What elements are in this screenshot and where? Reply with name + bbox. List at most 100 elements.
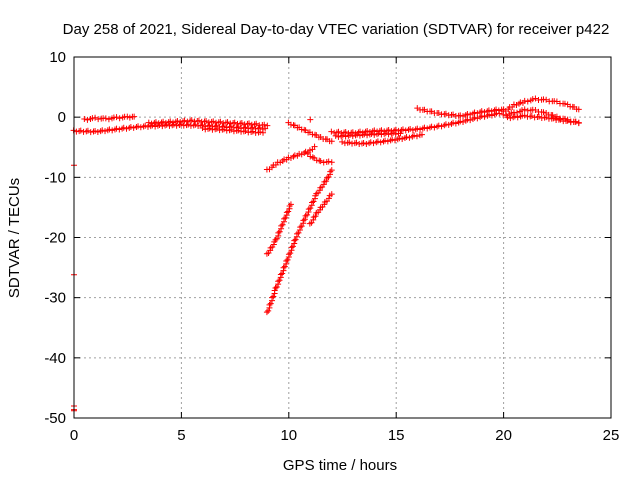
series-band_upper_early [81, 113, 138, 123]
data-point [272, 285, 279, 292]
data-point [543, 96, 550, 103]
data-point [346, 132, 353, 139]
data-point [220, 126, 227, 133]
data-point [417, 126, 424, 133]
data-point [145, 119, 152, 126]
x-tick-label: 25 [603, 427, 620, 444]
data-point [287, 154, 294, 161]
data-point [192, 121, 199, 128]
data-point [83, 128, 90, 135]
data-point [324, 174, 331, 181]
data-point [339, 132, 346, 139]
data-point [367, 139, 374, 146]
data-point [323, 178, 330, 185]
data-point [488, 108, 495, 115]
data-point [235, 127, 242, 134]
data-point [553, 98, 560, 105]
data-point [354, 131, 361, 138]
data-point [540, 109, 547, 116]
data-point [442, 121, 449, 128]
data-point [435, 122, 442, 129]
data-point [331, 129, 338, 136]
data-point [460, 113, 467, 120]
data-point [481, 109, 488, 116]
data-point [126, 114, 133, 121]
data-point [508, 109, 515, 116]
series-band_lower_early [199, 124, 267, 136]
data-point [144, 123, 151, 130]
data-point [536, 113, 542, 120]
series-track_a [263, 201, 294, 257]
data-point [80, 128, 87, 135]
data-point [87, 129, 94, 136]
y-tick-label: -20 [44, 230, 66, 247]
data-point [424, 125, 431, 132]
data-point [399, 126, 406, 133]
y-tick-label: -30 [44, 290, 66, 307]
data-point [361, 131, 368, 138]
data-point [273, 235, 280, 242]
data-point [377, 139, 384, 146]
data-point [493, 106, 500, 113]
data-point [403, 134, 410, 141]
data-point [267, 300, 274, 307]
data-point [471, 109, 478, 116]
data-point [238, 119, 245, 126]
data-point [378, 131, 385, 138]
data-point [173, 122, 180, 129]
data-point [290, 153, 297, 160]
data-point [199, 124, 206, 131]
y-tick-label: -50 [44, 410, 66, 427]
data-point [310, 198, 317, 205]
data-point [406, 134, 413, 141]
data-point [301, 216, 308, 223]
x-tick-label: 15 [388, 427, 405, 444]
data-point [392, 131, 399, 138]
data-point [474, 115, 481, 122]
data-point [283, 209, 290, 216]
data-point [374, 138, 381, 145]
data-point [81, 115, 88, 122]
series-arc_small [304, 150, 335, 166]
data-point [297, 224, 304, 231]
x-axis-label: GPS time / hours [283, 457, 397, 474]
data-point [462, 117, 469, 124]
data-point [162, 119, 169, 126]
data-point [302, 212, 309, 219]
data-point [328, 191, 335, 198]
data-point [521, 97, 528, 104]
data-point [431, 124, 438, 131]
data-point [286, 202, 293, 209]
data-point [413, 133, 420, 140]
data-point [210, 118, 217, 125]
data-point [190, 122, 197, 129]
data-point [507, 115, 514, 122]
data-point [263, 309, 270, 316]
data-point [276, 277, 283, 284]
data-point [282, 214, 289, 221]
data-point [335, 128, 342, 135]
data-point [438, 123, 445, 130]
data-point [181, 117, 188, 124]
data-point [309, 154, 316, 161]
data-point [575, 106, 582, 113]
data-point [521, 106, 528, 113]
data-point [389, 136, 396, 143]
series-band_mid_late [332, 130, 404, 140]
data-point [332, 132, 339, 139]
data-point [77, 127, 84, 134]
data-point [474, 110, 481, 117]
data-point [485, 107, 492, 114]
data-point [92, 128, 99, 135]
data-point [92, 114, 99, 121]
data-point [135, 123, 142, 130]
data-point [195, 117, 202, 124]
data-point [170, 119, 177, 126]
data-point [457, 112, 464, 119]
data-point [402, 127, 409, 134]
data-point [305, 206, 312, 213]
data-point [320, 181, 327, 188]
data-point [277, 271, 284, 278]
data-point [288, 244, 295, 251]
data-point [524, 98, 531, 105]
